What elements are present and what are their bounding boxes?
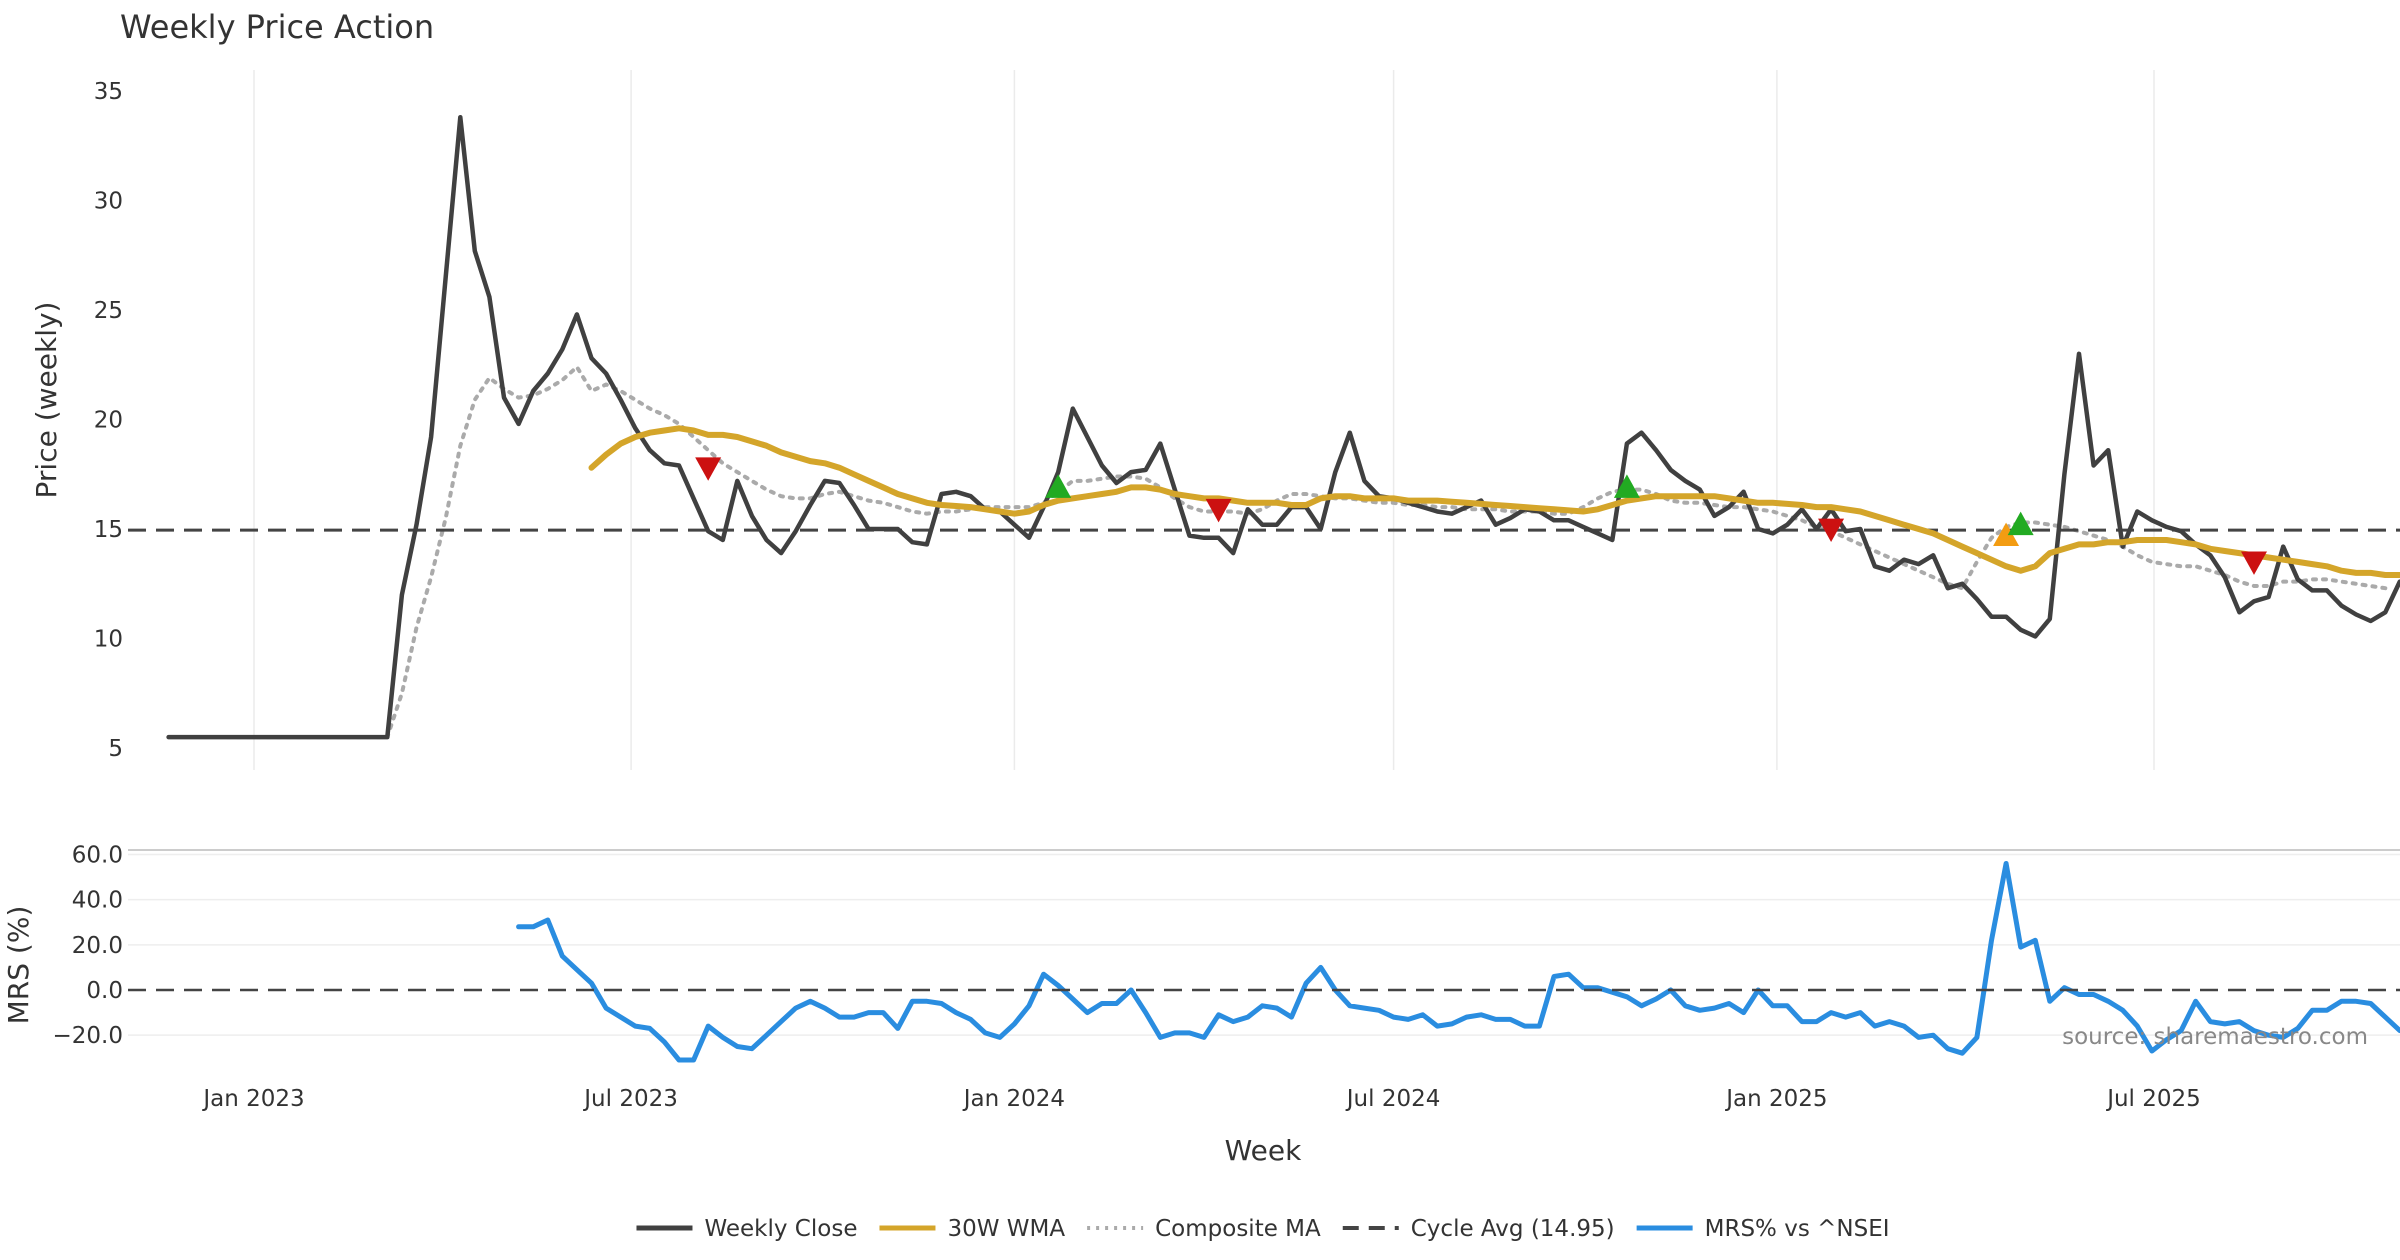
mrs-series-line — [516, 861, 2400, 1063]
price-y-tick-label: 20 — [94, 408, 123, 434]
sell-signal-marker — [1205, 498, 1232, 523]
sell-signal-marker — [2241, 551, 2267, 575]
price-y-tick-label: 15 — [94, 517, 123, 543]
legend-item-composite-ma: Composite MA — [1087, 1216, 1321, 1242]
legend-item-weekly-close: Weekly Close — [636, 1216, 857, 1242]
x-tick-label: Jul 2023 — [582, 1086, 678, 1112]
signal-markers — [695, 457, 2267, 575]
mrs-y-tick-label: 0.0 — [86, 978, 123, 1004]
sell-signal-marker — [695, 457, 722, 481]
legend-label: Weekly Close — [704, 1216, 857, 1242]
legend-item-cycle-avg-14-95: Cycle Avg (14.95) — [1342, 1216, 1615, 1242]
price-y-tick-label: 35 — [94, 79, 123, 105]
x-tick-label: Jul 2025 — [2105, 1086, 2201, 1112]
price-y-tick-label: 25 — [94, 298, 123, 324]
x-tick-label: Jan 2024 — [962, 1086, 1065, 1112]
chart-title: Weekly Price Action — [120, 8, 434, 46]
mrs-y-ticks: −20.0 0.0 20.0 40.0 60.0 — [53, 843, 123, 1050]
price-series — [128, 114, 2400, 740]
weekly-close-series — [166, 114, 2400, 740]
x-ticks: Jan 2023 Jul 2023 Jan 2024 Jul 2024 Jan 2025… — [201, 1086, 2200, 1112]
legend-label: 30W WMA — [947, 1216, 1065, 1242]
legend-item-mrs-vs-nsei: MRS% vs ^NSEI — [1636, 1216, 1890, 1242]
price-y-tick-label: 30 — [94, 188, 123, 214]
source-annotation: source: sharemaestro.com — [2062, 1024, 2368, 1050]
mrs-y-axis-label: MRS (%) — [2, 906, 35, 1025]
price-y-ticks: 5 10 15 20 25 30 35 — [94, 79, 123, 762]
x-tick-label: Jan 2023 — [201, 1086, 304, 1112]
buy-signal-marker — [1613, 474, 1640, 498]
mrs-y-tick-label: −20.0 — [53, 1023, 123, 1049]
legend: Weekly Close 30W WMA Composite MA Cycle Avg… — [636, 1216, 1890, 1242]
price-y-tick-label: 10 — [94, 627, 123, 653]
x-tick-label: Jan 2025 — [1724, 1086, 1827, 1112]
x-axis-label: Week — [1225, 1134, 1302, 1167]
price-y-axis-label: Price (weekly) — [30, 302, 63, 499]
buy-signal-marker — [1993, 522, 2020, 547]
legend-label: Composite MA — [1155, 1216, 1321, 1242]
legend-label: Cycle Avg (14.95) — [1411, 1216, 1615, 1242]
buy-signal-marker — [1045, 474, 1072, 498]
sell-signal-marker — [1818, 518, 1845, 543]
price-y-tick-label: 5 — [108, 736, 123, 762]
mrs-series — [128, 861, 2400, 1063]
buy-signal-marker — [2007, 511, 2034, 536]
legend-label: MRS% vs ^NSEI — [1705, 1216, 1890, 1242]
x-tick-label: Jul 2024 — [1345, 1086, 1441, 1112]
price-grid — [253, 70, 2155, 770]
mrs-y-tick-label: 40.0 — [72, 888, 123, 914]
legend-item-30w-wma: 30W WMA — [879, 1216, 1065, 1242]
mrs-y-tick-label: 60.0 — [72, 843, 123, 869]
mrs-y-tick-label: 20.0 — [72, 933, 123, 959]
30w-wma-series — [588, 425, 2400, 578]
